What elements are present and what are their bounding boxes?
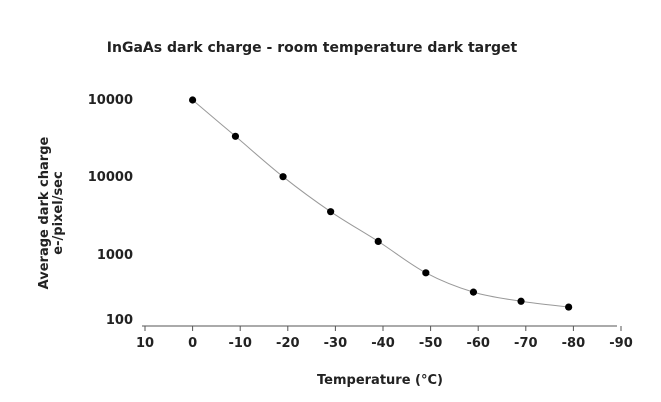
x-ticks: 10 0 -10 -20 -30 -40 -50 -60 -70 -80 -90 — [136, 326, 633, 351]
x-tick-label: 0 — [188, 336, 197, 351]
data-point — [517, 297, 525, 305]
y-ticks: 100 1000 10000 10000 — [88, 93, 133, 328]
data-point — [279, 173, 287, 181]
x-tick-label: -10 — [228, 336, 252, 351]
data-point — [189, 96, 197, 104]
x-tick-label: -90 — [609, 336, 633, 351]
y-tick-label: 10000 — [88, 170, 133, 185]
data-points — [189, 96, 573, 311]
data-point — [565, 303, 573, 311]
data-point — [469, 288, 478, 296]
x-tick-label: -80 — [562, 336, 586, 351]
x-tick-label: -50 — [419, 336, 443, 351]
y-axis-label-line-2: e-/pixel/sec — [51, 171, 66, 254]
x-tick-label: 10 — [136, 336, 154, 351]
data-point — [374, 237, 382, 245]
y-axis-label: Average dark charge e-/pixel/sec — [37, 136, 66, 289]
y-tick-label: 10000 — [88, 93, 133, 108]
x-tick-label: -20 — [276, 336, 300, 351]
series-line — [192, 99, 569, 308]
x-tick-label: -70 — [514, 336, 538, 351]
x-tick-label: -40 — [371, 336, 395, 351]
data-point — [231, 132, 240, 140]
x-axis-label: Temperature (°C) — [317, 373, 443, 388]
data-point — [327, 208, 335, 216]
x-tick-label: -60 — [466, 336, 490, 351]
y-tick-label: 1000 — [97, 248, 133, 263]
x-tick-label: -30 — [324, 336, 348, 351]
y-axis-label-line-1: Average dark charge — [37, 136, 52, 289]
data-point — [422, 269, 430, 277]
chart-title: InGaAs dark charge - room temperature da… — [107, 40, 518, 56]
y-tick-label: 100 — [106, 313, 133, 328]
